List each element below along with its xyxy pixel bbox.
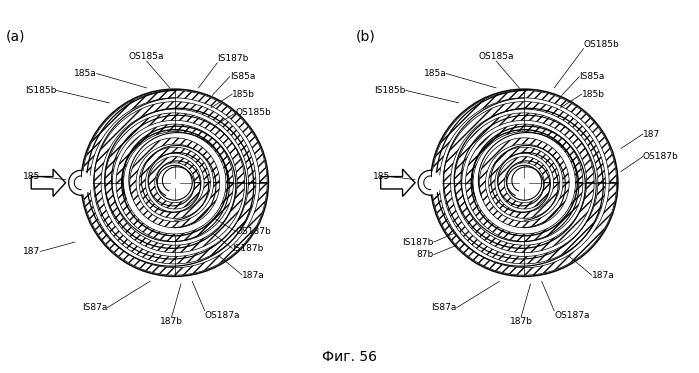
Polygon shape xyxy=(31,169,66,197)
Polygon shape xyxy=(381,169,415,197)
Text: IS185b: IS185b xyxy=(374,86,405,95)
Polygon shape xyxy=(489,147,560,218)
Text: IS85a: IS85a xyxy=(579,72,605,81)
Text: OS187a: OS187a xyxy=(205,311,240,320)
Circle shape xyxy=(505,164,543,201)
Polygon shape xyxy=(466,124,583,241)
Polygon shape xyxy=(130,138,219,228)
Text: IS187b: IS187b xyxy=(403,238,434,247)
Text: 185b: 185b xyxy=(232,90,255,98)
Text: 185b: 185b xyxy=(582,90,605,98)
Text: OS187a: OS187a xyxy=(554,311,590,320)
Polygon shape xyxy=(454,113,594,253)
Text: IS187b: IS187b xyxy=(217,54,249,63)
Text: (b): (b) xyxy=(356,30,375,44)
Polygon shape xyxy=(443,101,605,264)
Text: IS87a: IS87a xyxy=(82,303,108,312)
Text: OS185b: OS185b xyxy=(236,109,272,117)
Text: OS185a: OS185a xyxy=(129,52,164,61)
Text: 187b: 187b xyxy=(160,317,183,326)
Text: IS85a: IS85a xyxy=(230,72,255,81)
Polygon shape xyxy=(432,90,617,275)
Polygon shape xyxy=(139,147,210,218)
Text: IS87a: IS87a xyxy=(431,303,457,312)
Polygon shape xyxy=(94,101,256,264)
Circle shape xyxy=(419,171,442,194)
Circle shape xyxy=(156,164,194,201)
Text: OS187b: OS187b xyxy=(236,227,272,236)
Text: 185: 185 xyxy=(23,172,41,181)
Text: 185: 185 xyxy=(373,172,390,181)
Text: 187a: 187a xyxy=(242,271,265,280)
Text: 187a: 187a xyxy=(591,271,614,280)
Text: IS185b: IS185b xyxy=(24,86,56,95)
Circle shape xyxy=(69,171,93,194)
Polygon shape xyxy=(480,138,569,228)
Polygon shape xyxy=(149,157,201,209)
Text: OS185a: OS185a xyxy=(478,52,514,61)
Polygon shape xyxy=(116,124,233,241)
Polygon shape xyxy=(105,113,245,253)
Text: 187b: 187b xyxy=(510,317,533,326)
Text: OS187b: OS187b xyxy=(643,152,679,161)
Text: 87b: 87b xyxy=(417,250,434,259)
Text: IS187b: IS187b xyxy=(232,244,264,253)
Text: 185a: 185a xyxy=(424,69,446,78)
Text: 185a: 185a xyxy=(74,69,96,78)
Text: Фиг. 56: Фиг. 56 xyxy=(322,350,377,364)
Text: 187: 187 xyxy=(23,247,41,256)
Text: (a): (a) xyxy=(6,30,26,44)
Polygon shape xyxy=(498,157,551,209)
Text: OS185b: OS185b xyxy=(584,40,619,48)
Polygon shape xyxy=(82,90,267,275)
Text: 187: 187 xyxy=(643,129,660,139)
